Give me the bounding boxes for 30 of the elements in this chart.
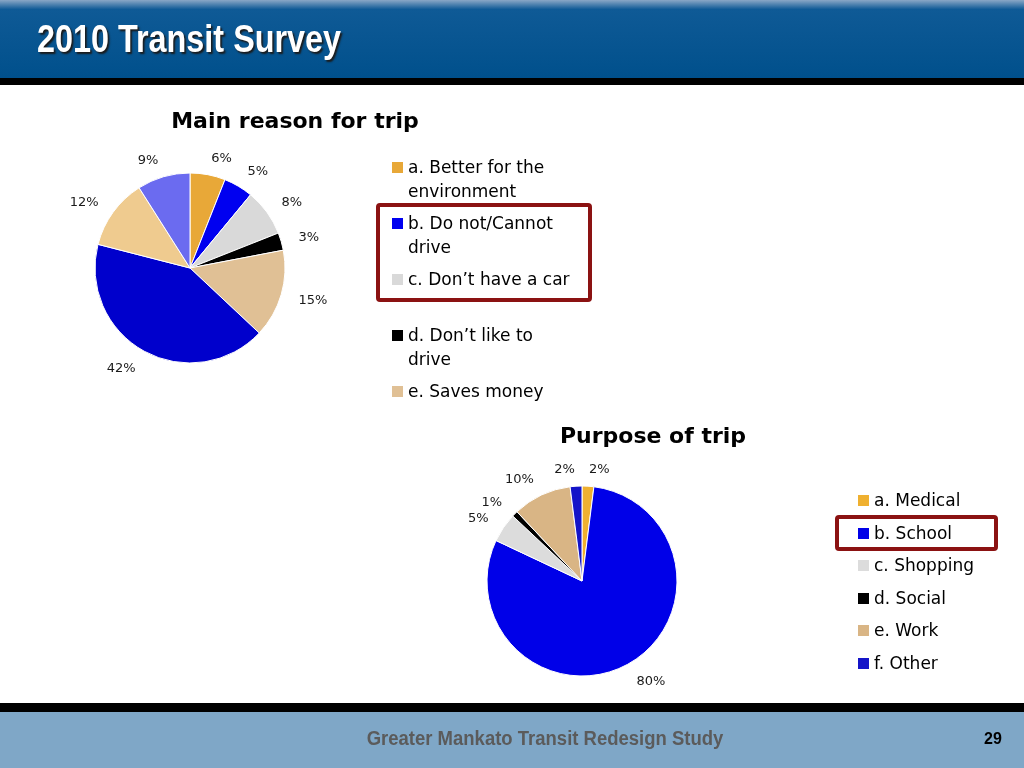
data-label: 3% — [298, 228, 320, 244]
text: 29 — [983, 730, 1003, 747]
data-label: 12% — [69, 194, 99, 210]
text: Greater Mankato Transit Redesign Study — [365, 727, 725, 749]
legend-label: b. School — [874, 521, 954, 545]
data-label: 1% — [481, 493, 503, 509]
data-label: 15% — [298, 292, 328, 308]
data-label: 5% — [247, 163, 269, 179]
legend-label: c. Shopping — [874, 554, 975, 577]
legend-label: e. Work — [874, 619, 940, 642]
data-label: 5% — [467, 509, 489, 525]
legend-label: d. Social — [874, 586, 947, 610]
legend-label: d. Don’t like to drive — [408, 324, 534, 371]
legend-label: a. Better for the environment — [408, 156, 546, 203]
data-label: 42% — [106, 359, 136, 375]
legend-label: c. Don’t have a car — [408, 268, 571, 291]
data-label: 2% — [554, 460, 575, 476]
data-label: 9% — [137, 151, 159, 167]
legend-label: a. Medical — [874, 489, 962, 512]
chart-title: Purpose of trip — [558, 423, 748, 449]
data-label: 2% — [589, 460, 610, 476]
data-label: 6% — [211, 149, 232, 165]
data-label: 10% — [504, 471, 534, 487]
legend-label: b. Do not/Cannot drive — [408, 212, 554, 259]
data-label: 80% — [636, 672, 666, 688]
legend-label: f. Other — [874, 651, 939, 675]
legend-label: e. Saves money — [408, 380, 545, 403]
chart-title: Main reason for trip — [170, 108, 420, 134]
text: 2010 Transit Survey — [37, 17, 342, 60]
data-label: 8% — [281, 194, 303, 210]
